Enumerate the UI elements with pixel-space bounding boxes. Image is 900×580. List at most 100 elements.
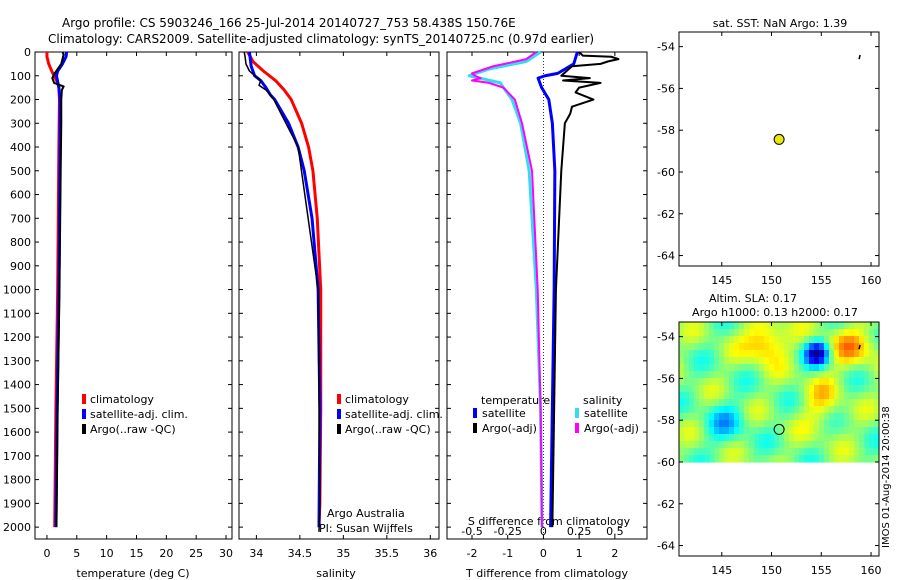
sla-cell bbox=[729, 322, 735, 330]
sla-cell bbox=[869, 328, 875, 337]
salinity-annotation-1: Argo Australia bbox=[327, 507, 405, 520]
sla-cell bbox=[854, 322, 860, 330]
sla-cell bbox=[779, 335, 785, 344]
sla-cell bbox=[844, 433, 850, 442]
sla-cell bbox=[749, 342, 755, 351]
argo-float-marker bbox=[773, 423, 785, 435]
sla-cell bbox=[764, 412, 770, 421]
sla-cell bbox=[784, 433, 790, 442]
x-tick-label: 5 bbox=[73, 547, 80, 560]
sla-cell bbox=[749, 447, 755, 456]
sla-cell bbox=[704, 447, 710, 456]
sla-cell bbox=[799, 419, 805, 428]
map-y-tick-label: -60 bbox=[657, 456, 675, 469]
sla-cell bbox=[779, 363, 785, 372]
sla-cell bbox=[679, 384, 685, 393]
sla-cell bbox=[869, 440, 875, 449]
coast-fragment bbox=[858, 344, 861, 350]
sla-cell bbox=[839, 398, 845, 407]
sla-cell bbox=[864, 433, 870, 442]
sla-cell bbox=[699, 440, 705, 449]
sla-cell bbox=[799, 335, 805, 344]
sla-cell bbox=[704, 342, 710, 351]
sla-cell bbox=[829, 342, 835, 351]
sla-cell bbox=[749, 370, 755, 379]
sla-cell bbox=[839, 391, 845, 400]
sla-cell bbox=[844, 370, 850, 379]
sla-cell bbox=[839, 335, 845, 344]
x-tick-label: 34.5 bbox=[288, 547, 313, 560]
sla-cell bbox=[689, 384, 695, 393]
sla-cell bbox=[834, 335, 840, 344]
sla-cell bbox=[764, 328, 770, 337]
sla-cell bbox=[689, 349, 695, 358]
sla-cell bbox=[689, 454, 695, 463]
sla-cell bbox=[739, 377, 745, 386]
sla-cell bbox=[709, 322, 715, 330]
sla-cell bbox=[789, 322, 795, 330]
sla-cell bbox=[794, 363, 800, 372]
sla-cell bbox=[729, 398, 735, 407]
sla-cell bbox=[859, 447, 865, 456]
sla-cell bbox=[864, 335, 870, 344]
sla-cell bbox=[814, 391, 820, 400]
sla-cell bbox=[699, 363, 705, 372]
sla-cell bbox=[729, 363, 735, 372]
sla-cell bbox=[874, 440, 880, 449]
sla-cell bbox=[714, 342, 720, 351]
sla-cell bbox=[734, 405, 740, 414]
sla-cell bbox=[789, 335, 795, 344]
sla-cell bbox=[839, 454, 845, 463]
salinity-annotation-2: PI: Susan Wijffels bbox=[319, 522, 413, 535]
sla-cell bbox=[864, 370, 870, 379]
map-y-tick-label: -62 bbox=[657, 498, 675, 511]
sla-cell bbox=[679, 398, 685, 407]
sla-cell bbox=[724, 433, 730, 442]
x2-tick-label: -0.25 bbox=[493, 525, 521, 538]
sla-cell bbox=[699, 391, 705, 400]
series-s-satellite bbox=[467, 50, 544, 528]
sla-cell bbox=[814, 419, 820, 428]
series-climatology bbox=[246, 51, 323, 528]
sla-cell bbox=[864, 398, 870, 407]
x-tick-label: 35.5 bbox=[375, 547, 400, 560]
sla-cell bbox=[719, 433, 725, 442]
sla-cell bbox=[759, 349, 765, 358]
imos-stamp: IMOS 01-Aug-2014 20:00:38 bbox=[881, 406, 892, 548]
sla-cell bbox=[774, 335, 780, 344]
sla-cell bbox=[679, 412, 685, 421]
y-tick-label: 1000 bbox=[3, 284, 31, 297]
legend-label: satellite-adj. clim. bbox=[345, 408, 443, 421]
x-tick-label: 36 bbox=[423, 547, 437, 560]
sla-cell bbox=[794, 433, 800, 442]
sla-cell bbox=[789, 454, 795, 463]
sla-cell bbox=[804, 370, 810, 379]
sla-cell bbox=[809, 363, 815, 372]
sla-cell bbox=[699, 335, 705, 344]
sla-cell bbox=[799, 363, 805, 372]
sla-cell bbox=[834, 412, 840, 421]
sla-cell bbox=[794, 426, 800, 435]
map-x-tick-label: 155 bbox=[811, 274, 832, 287]
sla-cell bbox=[834, 454, 840, 463]
sla-cell bbox=[824, 440, 830, 449]
sla-cell bbox=[709, 342, 715, 351]
sla-cell bbox=[704, 384, 710, 393]
x-tick-label: 35 bbox=[336, 547, 350, 560]
sla-cell bbox=[824, 412, 830, 421]
sla-cell bbox=[824, 356, 830, 365]
sla-cell bbox=[704, 328, 710, 337]
sla-cell bbox=[679, 370, 685, 379]
temperature-panel: temperature (deg C) 0 5 10 15 20 25 3001002003… bbox=[3, 46, 233, 580]
sla-cell bbox=[754, 454, 760, 463]
sla-cell bbox=[749, 349, 755, 358]
sla-cell bbox=[794, 370, 800, 379]
sla-cell bbox=[689, 356, 695, 365]
sla-cell bbox=[679, 377, 685, 386]
sla-cell bbox=[779, 328, 785, 337]
sla-cell bbox=[754, 433, 760, 442]
sla-cell bbox=[739, 447, 745, 456]
sla-cell bbox=[719, 384, 725, 393]
x-tick-label: 0 bbox=[540, 547, 547, 560]
sla-cell bbox=[709, 440, 715, 449]
